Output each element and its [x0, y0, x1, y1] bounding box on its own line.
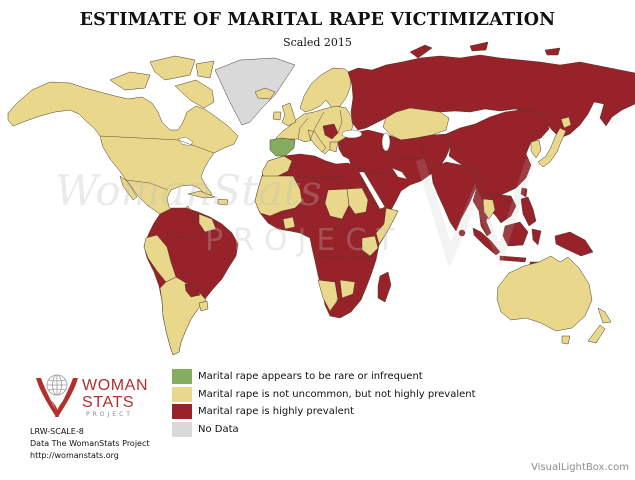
- region-ghana: [282, 216, 296, 230]
- country-border: [289, 175, 347, 179]
- site-credit: VisualLightBox.com: [531, 462, 629, 473]
- region-russian-arctic-island: [544, 47, 561, 56]
- logo-word-woman: WOMAN: [82, 377, 149, 394]
- country-border: [335, 297, 363, 303]
- logo-word-stats: STATS: [82, 394, 135, 411]
- legend-label-rare: Marital rape appears to be rare or infre…: [198, 371, 423, 382]
- region-arctic-island: [149, 55, 196, 81]
- region-hokkaido: [560, 116, 572, 129]
- country-border: [311, 227, 363, 239]
- region-arctic-island: [109, 71, 151, 91]
- scale-code: LRW-SCALE-8: [30, 427, 84, 436]
- region-paraguay: [184, 283, 201, 298]
- region-kazakhstan: [382, 107, 450, 141]
- watermark-subtext: PROJECT: [205, 223, 405, 258]
- country-border: [379, 149, 421, 161]
- region-russian-arctic-island: [409, 44, 433, 59]
- region-baja-california: [119, 175, 138, 201]
- legend-label-high: Marital rape is highly prevalent: [198, 406, 355, 417]
- region-somalia: [375, 207, 399, 245]
- country-border: [297, 117, 309, 140]
- region-morocco: [261, 155, 293, 180]
- legend-swatch-rare: [172, 369, 192, 384]
- legend-swatch-no-data: [172, 422, 192, 437]
- region-italy: [307, 129, 327, 153]
- region-japan: [537, 127, 567, 168]
- legend-label-no-data: No Data: [198, 424, 239, 435]
- region-arctic-island: [195, 60, 215, 79]
- country-border: [99, 135, 215, 154]
- region-zimbabwe: [339, 279, 356, 299]
- data-source: Data The WomanStats Project: [30, 439, 150, 448]
- region-ireland: [272, 111, 282, 121]
- region-iberia: [269, 137, 296, 157]
- region-java: [499, 255, 527, 263]
- region-new-guinea: [554, 231, 594, 257]
- region-australia: [496, 255, 593, 332]
- logo-emblem-icon: [36, 374, 78, 417]
- region-united-kingdom: [281, 102, 297, 127]
- country-border: [317, 255, 375, 259]
- region-sudan: [346, 187, 369, 215]
- country-border: [355, 167, 391, 176]
- womanstats-logo: WOMAN STATS PROJECT: [32, 372, 157, 422]
- region-hispaniola: [217, 198, 229, 206]
- map-subtitle: Scaled 2015: [283, 36, 352, 49]
- region-new-zealand-south: [587, 324, 606, 344]
- country-border: [165, 231, 206, 239]
- region-greenland: [214, 57, 296, 126]
- country-border: [125, 179, 169, 191]
- region-madagascar: [377, 271, 392, 303]
- country-border: [337, 109, 343, 134]
- region-sumatra: [472, 227, 501, 256]
- watermark-logo: [415, 158, 535, 269]
- region-taiwan: [520, 187, 528, 198]
- caspian-sea: [381, 132, 391, 152]
- credits: LRW-SCALE-8 Data The WomanStats Project …: [30, 426, 150, 462]
- region-sri-lanka: [458, 229, 466, 237]
- region-kenya: [361, 235, 379, 257]
- country-border: [301, 200, 326, 204]
- region-guianas: [198, 213, 217, 233]
- country-border: [309, 111, 325, 141]
- legend-swatch-moderate: [172, 387, 192, 402]
- region-russian-arctic-island: [469, 41, 489, 52]
- region-tasmania: [561, 335, 571, 345]
- region-philippines: [520, 196, 537, 227]
- region-uruguay: [198, 300, 209, 312]
- region-balkans: [322, 123, 339, 140]
- region-baffin-island: [174, 79, 215, 109]
- watermark-text: WomanStats: [55, 166, 322, 215]
- region-greece: [329, 141, 339, 153]
- logo-word-project: PROJECT: [86, 411, 133, 418]
- persian-gulf: [391, 167, 408, 180]
- legend-label-moderate: Marital rape is not uncommon, but not hi…: [198, 389, 476, 400]
- legend-swatch-high: [172, 404, 192, 419]
- region-cuba: [187, 190, 216, 199]
- region-india: [430, 161, 482, 232]
- red-sea: [358, 171, 386, 210]
- region-thailand: [482, 198, 496, 220]
- region-namibia: [317, 279, 339, 312]
- region-hainan: [502, 199, 508, 205]
- country-border: [419, 139, 432, 175]
- region-korea: [530, 139, 542, 159]
- region-new-zealand-north: [597, 307, 612, 324]
- region-iceland: [254, 87, 276, 100]
- region-north-america: [7, 81, 239, 237]
- region-sulawesi: [531, 228, 542, 246]
- source-url: http://womanstats.org: [30, 451, 119, 460]
- map-title: ESTIMATE OF MARITAL RAPE VICTIMIZATION: [79, 10, 556, 30]
- black-sea: [341, 129, 363, 139]
- region-borneo: [502, 221, 529, 247]
- region-scandinavia: [299, 67, 353, 113]
